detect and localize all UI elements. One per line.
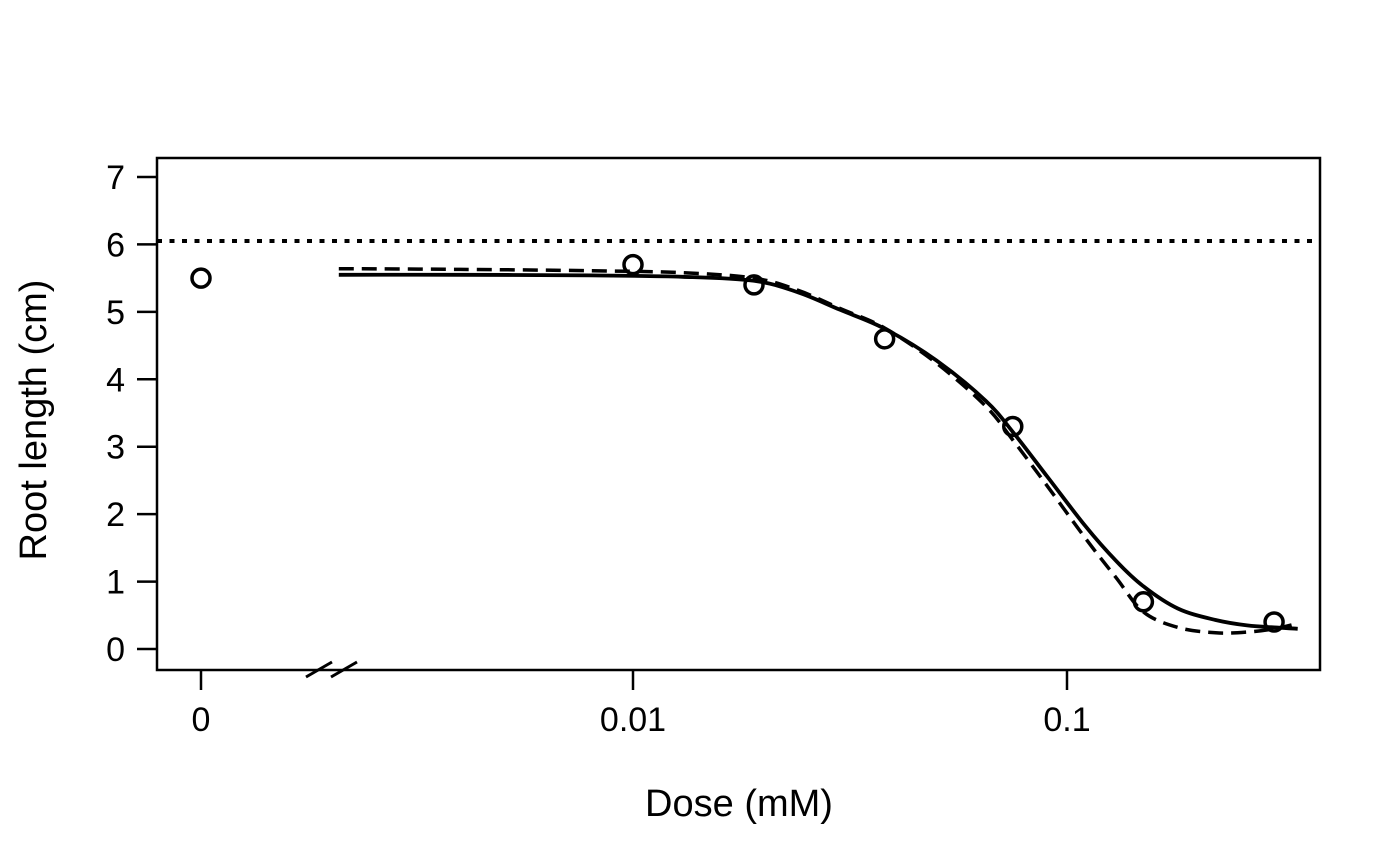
plot-border: [155, 156, 1322, 672]
y-tick-label: 4: [106, 361, 125, 399]
data-point: [1132, 591, 1155, 613]
axis-break-slash: [330, 660, 358, 679]
x-axis-title: Dose (mM): [645, 783, 833, 825]
data-point: [1002, 415, 1024, 438]
x-tick-label: 0.01: [600, 701, 666, 739]
fitted-curve-solid: [338, 272, 1298, 631]
y-tick-label: 7: [106, 159, 125, 197]
y-tick-label: 6: [106, 226, 125, 264]
data-point: [1263, 611, 1285, 633]
axis-break-slash: [305, 660, 333, 679]
axis-ticks-group: 0 1 2 3 4 5 6 7 0 0.01 0.1: [106, 159, 1091, 739]
y-tick-label: 2: [106, 496, 125, 534]
y-tick-label: 0: [106, 631, 125, 669]
data-points-group: [190, 253, 1285, 633]
data-point: [743, 274, 765, 296]
y-axis-title: Root length (cm): [13, 279, 55, 561]
data-point: [190, 267, 212, 289]
fitted-curves-group: [338, 266, 1299, 635]
fitted-curve-dashed: [338, 266, 1299, 635]
x-tick-label: 0: [192, 701, 211, 739]
y-tick-label: 1: [106, 564, 125, 602]
y-tick-label: 3: [106, 429, 125, 467]
plot-frame-group: [155, 156, 1322, 672]
data-point: [873, 328, 896, 350]
y-tick-label: 5: [106, 294, 125, 332]
data-point: [622, 253, 644, 276]
x-tick-label: 0.1: [1043, 701, 1090, 739]
